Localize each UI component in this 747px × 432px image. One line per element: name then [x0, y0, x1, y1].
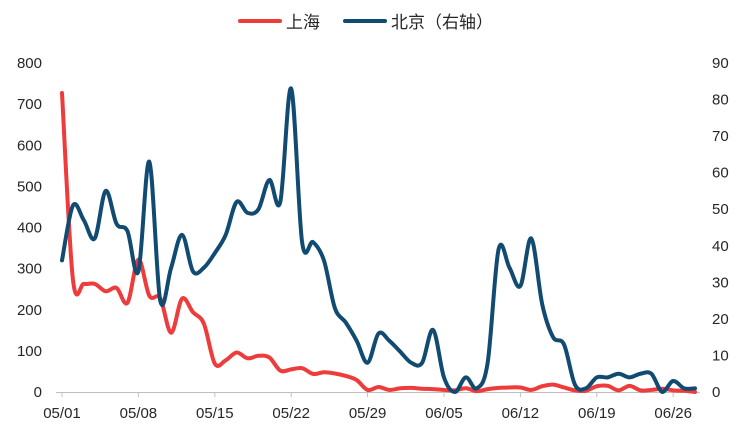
x-tick-label: 06/12: [502, 405, 540, 422]
x-tick-label: 06/05: [425, 405, 463, 422]
legend-item-beijing: 北京（右轴）: [343, 13, 493, 33]
y-left-tick-label: 800: [17, 55, 42, 72]
x-tick-label: 06/19: [578, 405, 616, 422]
legend: 上海 北京（右轴）: [238, 13, 493, 33]
y-right-tick-label: 80: [712, 92, 729, 109]
y-right-tick-label: 0: [712, 384, 720, 401]
legend-item-shanghai: 上海: [238, 13, 320, 33]
y-left-tick-label: 100: [17, 343, 42, 360]
y-left-tick-label: 500: [17, 178, 42, 195]
y-right-tick-label: 60: [712, 165, 729, 182]
x-tick-label: 05/29: [349, 405, 387, 422]
y-right-tick-label: 30: [712, 274, 729, 291]
y-right-tick-label: 10: [712, 347, 729, 364]
legend-label-beijing: 北京（右轴）: [391, 13, 493, 33]
x-tick-label: 05/01: [43, 405, 81, 422]
legend-label-shanghai: 上海: [286, 13, 320, 33]
x-tick-label: 05/22: [272, 405, 310, 422]
y-right-tick-label: 90: [712, 55, 729, 72]
y-left-tick-label: 300: [17, 261, 42, 278]
y-right-tick-label: 50: [712, 201, 729, 218]
y-left-tick-label: 700: [17, 96, 42, 113]
y-right-tick-label: 20: [712, 311, 729, 328]
y-left-tick-label: 400: [17, 220, 42, 237]
y-right-tick-label: 40: [712, 238, 729, 255]
y-left-tick-label: 0: [34, 384, 42, 401]
y-left-tick-label: 600: [17, 137, 42, 154]
y-left-tick-label: 200: [17, 302, 42, 319]
x-tick-label: 05/08: [120, 405, 158, 422]
axes: 05/01 05/08 05/15 05/22 05/29 06/05 06/12 06/19…: [17, 55, 729, 422]
plot-area: [60, 86, 697, 394]
x-tick-label: 06/26: [654, 405, 692, 422]
series-line-beijing: [60, 86, 697, 394]
x-tick-label: 05/15: [196, 405, 234, 422]
y-right-tick-label: 70: [712, 128, 729, 145]
